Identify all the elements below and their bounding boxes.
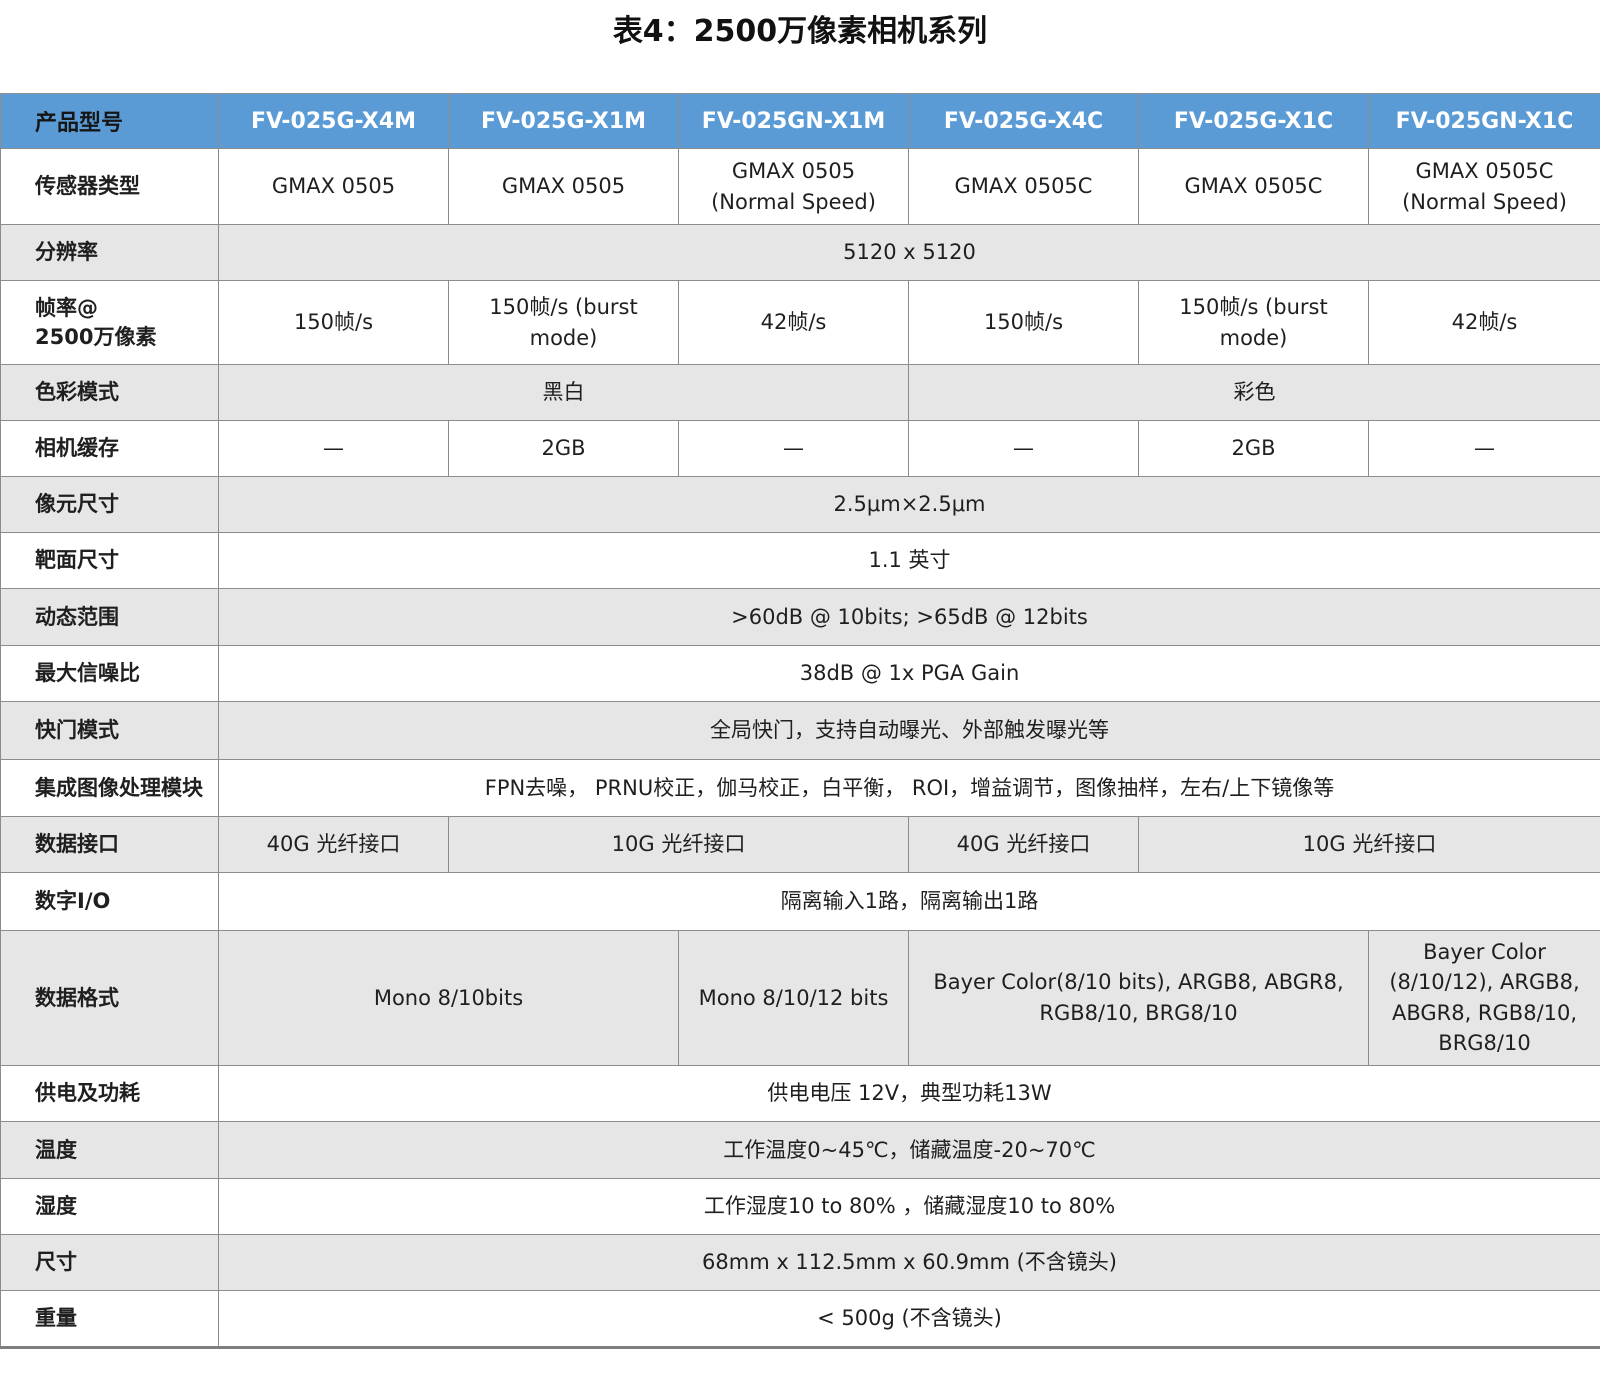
spec-cell: 150帧/s — [908, 280, 1139, 365]
header-cell-model: FV-025GN-X1M — [678, 93, 909, 149]
spec-cell: 10G 光纤接口 — [448, 816, 909, 873]
table-title: 表4：2500万像素相机系列 — [612, 14, 988, 49]
row-label: 尺寸 — [0, 1233, 219, 1291]
row-label: 传感器类型 — [0, 148, 219, 225]
header-row: 产品型号 FV-025G-X4M FV-025G-X1M FV-025GN-X1… — [0, 93, 1600, 149]
row-label: 数字I/O — [0, 872, 219, 931]
spec-cell: 5120 x 5120 — [218, 224, 1600, 281]
row-label: 动态范围 — [0, 588, 219, 646]
table-row: 供电及功耗 供电电压 12V，典型功耗13W — [0, 1064, 1600, 1122]
spec-cell: 42帧/s — [1368, 280, 1600, 365]
spec-cell: 2GB — [1138, 420, 1369, 477]
table-row: 数字I/O 隔离输入1路，隔离输出1路 — [0, 872, 1600, 931]
table-row: 最大信噪比 38dB @ 1x PGA Gain — [0, 645, 1600, 702]
row-label: 快门模式 — [0, 701, 219, 760]
spec-cell: GMAX 0505 (Normal Speed) — [678, 148, 909, 225]
spec-cell: >60dB @ 10bits; >65dB @ 12bits — [218, 588, 1600, 646]
spec-cell: 黑白 — [218, 364, 909, 421]
spec-cell: 彩色 — [908, 364, 1600, 421]
spec-cell: 150帧/s (burst mode) — [448, 280, 679, 365]
header-cell-product-model: 产品型号 — [0, 93, 219, 149]
header-cell-model: FV-025G-X4C — [908, 93, 1139, 149]
header-cell-model: FV-025G-X1M — [448, 93, 679, 149]
table-row: 数据接口 40G 光纤接口 10G 光纤接口 40G 光纤接口 10G 光纤接口 — [0, 816, 1600, 873]
row-label: 帧率@ 2500万像素 — [0, 280, 219, 365]
spec-cell: < 500g (不含镜头) — [218, 1289, 1600, 1348]
row-label: 重量 — [0, 1289, 219, 1348]
row-label: 供电及功耗 — [0, 1064, 219, 1122]
row-label: 数据接口 — [0, 816, 219, 873]
spec-cell: GMAX 0505C — [908, 148, 1139, 225]
spec-cell: 68mm x 112.5mm x 60.9mm (不含镜头) — [218, 1233, 1600, 1291]
spec-cell: GMAX 0505 — [448, 148, 679, 225]
table-row: 色彩模式 黑白 彩色 — [0, 364, 1600, 421]
table-row: 湿度 工作湿度10 to 80% ，储藏湿度10 to 80% — [0, 1177, 1600, 1235]
header-cell-model: FV-025G-X1C — [1138, 93, 1369, 149]
header-cell-model: FV-025G-X4M — [218, 93, 449, 149]
row-label: 湿度 — [0, 1177, 219, 1235]
row-label: 数据格式 — [0, 930, 219, 1066]
row-label: 分辨率 — [0, 224, 219, 281]
table-row: 温度 工作温度0~45℃，储藏温度-20~70℃ — [0, 1120, 1600, 1179]
spec-cell: — — [1368, 420, 1600, 477]
table-row: 靶面尺寸 1.1 英寸 — [0, 532, 1600, 589]
row-label: 温度 — [0, 1120, 219, 1179]
row-label: 靶面尺寸 — [0, 532, 219, 589]
spec-cell: 工作湿度10 to 80% ，储藏湿度10 to 80% — [218, 1177, 1600, 1235]
spec-cell: 40G 光纤接口 — [218, 816, 449, 873]
spec-cell: 1.1 英寸 — [218, 532, 1600, 589]
table-row: 集成图像处理模块 FPN去噪， PRNU校正，伽马校正，白平衡， ROI，增益调节… — [0, 759, 1600, 817]
spec-table-body: 传感器类型 GMAX 0505 GMAX 0505 GMAX 0505 (Normal… — [0, 148, 1600, 1348]
spec-cell: 2.5μm×2.5μm — [218, 476, 1600, 533]
spec-cell: GMAX 0505C (Normal Speed) — [1368, 148, 1600, 225]
spec-cell: 全局快门，支持自动曝光、外部触发曝光等 — [218, 701, 1600, 760]
spec-cell: GMAX 0505C — [1138, 148, 1369, 225]
table-row: 尺寸 68mm x 112.5mm x 60.9mm (不含镜头) — [0, 1233, 1600, 1291]
spec-cell: Bayer Color (8/10/12), ARGB8, ABGR8, RGB… — [1368, 930, 1600, 1066]
spec-cell: 42帧/s — [678, 280, 909, 365]
spec-cell: 工作温度0~45℃，储藏温度-20~70℃ — [218, 1120, 1600, 1179]
spec-cell: 150帧/s — [218, 280, 449, 365]
spec-cell: 2GB — [448, 420, 679, 477]
spec-cell: GMAX 0505 — [218, 148, 449, 225]
table-row: 重量 < 500g (不含镜头) — [0, 1289, 1600, 1348]
spec-cell: 38dB @ 1x PGA Gain — [218, 645, 1600, 702]
spec-cell: FPN去噪， PRNU校正，伽马校正，白平衡， ROI，增益调节，图像抽样，左右… — [218, 759, 1600, 817]
spec-cell: 150帧/s (burst mode) — [1138, 280, 1369, 365]
spec-cell: 隔离输入1路，隔离输出1路 — [218, 872, 1600, 931]
spec-cell: — — [908, 420, 1139, 477]
row-label: 最大信噪比 — [0, 645, 219, 702]
table-row: 相机缓存 —2GB — —2GB — — [0, 420, 1600, 477]
spec-table: 产品型号 FV-025G-X4M FV-025G-X1M FV-025GN-X1… — [0, 93, 1600, 1349]
document-page: 表4：2500万像素相机系列 产品型号 FV-025G-X4M FV-025G-… — [0, 10, 1600, 1349]
spec-cell: Mono 8/10bits — [218, 930, 679, 1066]
spec-cell: — — [218, 420, 449, 477]
table-row: 快门模式 全局快门，支持自动曝光、外部触发曝光等 — [0, 701, 1600, 760]
row-label: 像元尺寸 — [0, 476, 219, 533]
table-row: 像元尺寸 2.5μm×2.5μm — [0, 476, 1600, 533]
spec-cell: 40G 光纤接口 — [908, 816, 1139, 873]
table-row: 传感器类型 GMAX 0505 GMAX 0505 GMAX 0505 (Normal… — [0, 148, 1600, 225]
spec-cell: 10G 光纤接口 — [1138, 816, 1600, 873]
table-row: 数据格式 Mono 8/10bits Mono 8/10/12 bits Bayer … — [0, 930, 1600, 1066]
spec-cell: — — [678, 420, 909, 477]
table-row: 动态范围 >60dB @ 10bits; >65dB @ 12bits — [0, 588, 1600, 646]
table-row: 分辨率 5120 x 5120 — [0, 224, 1600, 281]
spec-cell: Mono 8/10/12 bits — [678, 930, 909, 1066]
row-label: 集成图像处理模块 — [0, 759, 219, 817]
table-row: 帧率@ 2500万像素 150帧/s 150帧/s (burst mode) 42帧/… — [0, 280, 1600, 365]
header-cell-model: FV-025GN-X1C — [1368, 93, 1600, 149]
row-label: 色彩模式 — [0, 364, 219, 421]
spec-cell: 供电电压 12V，典型功耗13W — [218, 1064, 1600, 1122]
spec-cell: Bayer Color(8/10 bits), ARGB8, ABGR8, RG… — [908, 930, 1369, 1066]
row-label: 相机缓存 — [0, 420, 219, 477]
